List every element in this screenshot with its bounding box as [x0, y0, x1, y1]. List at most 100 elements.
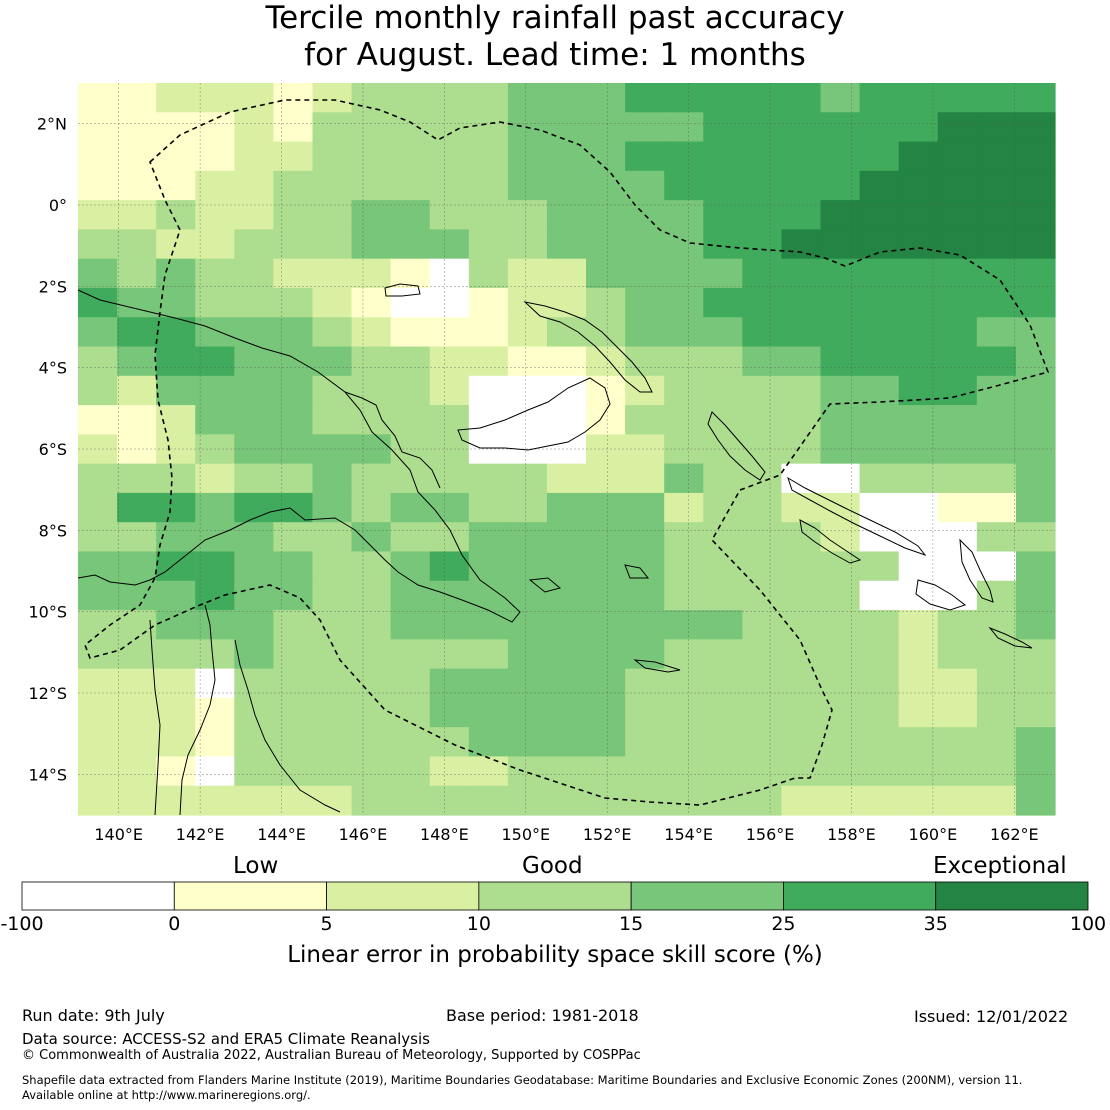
skill-cell: [468, 346, 509, 377]
skill-cell: [156, 434, 196, 465]
skill-cell: [820, 112, 861, 143]
skill-cell: [898, 551, 939, 582]
skill-cell: [976, 112, 1017, 143]
skill-cell: [195, 639, 235, 670]
skill-cell: [195, 492, 235, 523]
skill-cell: [312, 258, 353, 289]
skill-cell: [820, 639, 861, 670]
skill-cell: [703, 317, 743, 348]
colorbar-segment: [935, 881, 1089, 911]
skill-cell: [976, 610, 1017, 640]
skill-cell: [703, 522, 743, 553]
skill-cell: [820, 434, 861, 465]
skill-cell: [742, 229, 783, 260]
shapefile-credit-line-1: Shapefile data extracted from Flanders M…: [22, 1073, 1023, 1087]
skill-cell: [1015, 522, 1056, 553]
skill-cell: [390, 434, 431, 465]
skill-cell: [703, 83, 743, 113]
skill-cell: [742, 405, 783, 435]
skill-cell: [664, 375, 704, 406]
skill-cell: [859, 697, 900, 728]
skill-cell: [195, 170, 235, 201]
skill-cell: [351, 170, 392, 201]
skill-cell: [429, 287, 470, 318]
skill-cell: [546, 170, 587, 201]
skill-cell: [351, 639, 392, 670]
skill-cell: [507, 756, 548, 787]
skill-cell: [703, 141, 743, 172]
skill-cell: [898, 610, 939, 640]
skill-cell: [507, 170, 548, 201]
skill-cell: [234, 258, 274, 289]
skill-cell: [507, 580, 548, 611]
skill-cell: [117, 697, 157, 728]
skill-cell: [273, 170, 314, 201]
coastline-new-guinea: [77, 289, 521, 623]
skill-cell: [312, 522, 353, 553]
skill-cell: [156, 375, 196, 406]
skill-cell: [468, 785, 509, 816]
skill-cell: [664, 610, 704, 640]
skill-cell: [1015, 83, 1056, 113]
skill-cell: [273, 727, 314, 758]
skill-cell: [742, 610, 783, 640]
skill-cell: [859, 580, 900, 611]
skill-cell: [820, 785, 861, 816]
skill-cell: [312, 756, 353, 787]
skill-cell: [507, 639, 548, 670]
skill-cell: [703, 756, 743, 787]
skill-cell: [546, 405, 587, 435]
skill-cell: [703, 463, 743, 494]
skill-cell: [664, 756, 704, 787]
skill-cell: [234, 756, 274, 787]
skill-cell: [586, 727, 626, 758]
skill-cell: [820, 317, 861, 348]
skill-cell: [703, 727, 743, 758]
skill-cell: [429, 492, 470, 523]
skill-cell: [625, 229, 665, 260]
skill-cell: [273, 287, 314, 318]
skill-cell: [156, 492, 196, 523]
skill-cell: [468, 141, 509, 172]
skill-cell: [468, 405, 509, 435]
skill-cell: [742, 697, 783, 728]
skill-cell: [546, 697, 587, 728]
skill-cell: [664, 317, 704, 348]
skill-cell: [898, 141, 939, 172]
skill-cell: [859, 112, 900, 143]
coastline-new-ireland: [523, 301, 653, 393]
skill-cell: [781, 756, 822, 787]
skill-cell: [703, 785, 743, 816]
skill-cell: [1015, 375, 1056, 406]
skill-cell: [351, 375, 392, 406]
skill-cell: [273, 229, 314, 260]
skill-cell: [586, 697, 626, 728]
skill-cell: [117, 375, 157, 406]
skill-cell: [781, 170, 822, 201]
skill-cell: [781, 229, 822, 260]
skill-cell: [1015, 463, 1056, 494]
skill-cell: [586, 492, 626, 523]
skill-cell: [78, 405, 118, 435]
colorbar-segment: [478, 881, 632, 911]
latitude-tick-labels: 2°N 0° 2°S 4°S 6°S 8°S 10°S 12°S 14°S: [28, 115, 67, 785]
skill-cell: [429, 112, 470, 143]
skill-cell: [273, 551, 314, 582]
skill-cell: [468, 492, 509, 523]
skill-cell: [78, 346, 118, 377]
skill-cell: [781, 785, 822, 816]
skill-cell: [195, 317, 235, 348]
skill-cell: [742, 492, 783, 523]
skill-cell: [742, 434, 783, 465]
skill-cell: [1015, 141, 1056, 172]
colorbar-tick-label: 0: [168, 913, 181, 935]
skill-cell: [664, 785, 704, 816]
skill-cell: [195, 668, 235, 699]
skill-cell: [937, 756, 978, 787]
skill-cell: [468, 697, 509, 728]
skill-cell: [625, 170, 665, 201]
skill-cell: [273, 639, 314, 670]
skill-cell: [234, 346, 274, 377]
skill-cell: [156, 639, 196, 670]
